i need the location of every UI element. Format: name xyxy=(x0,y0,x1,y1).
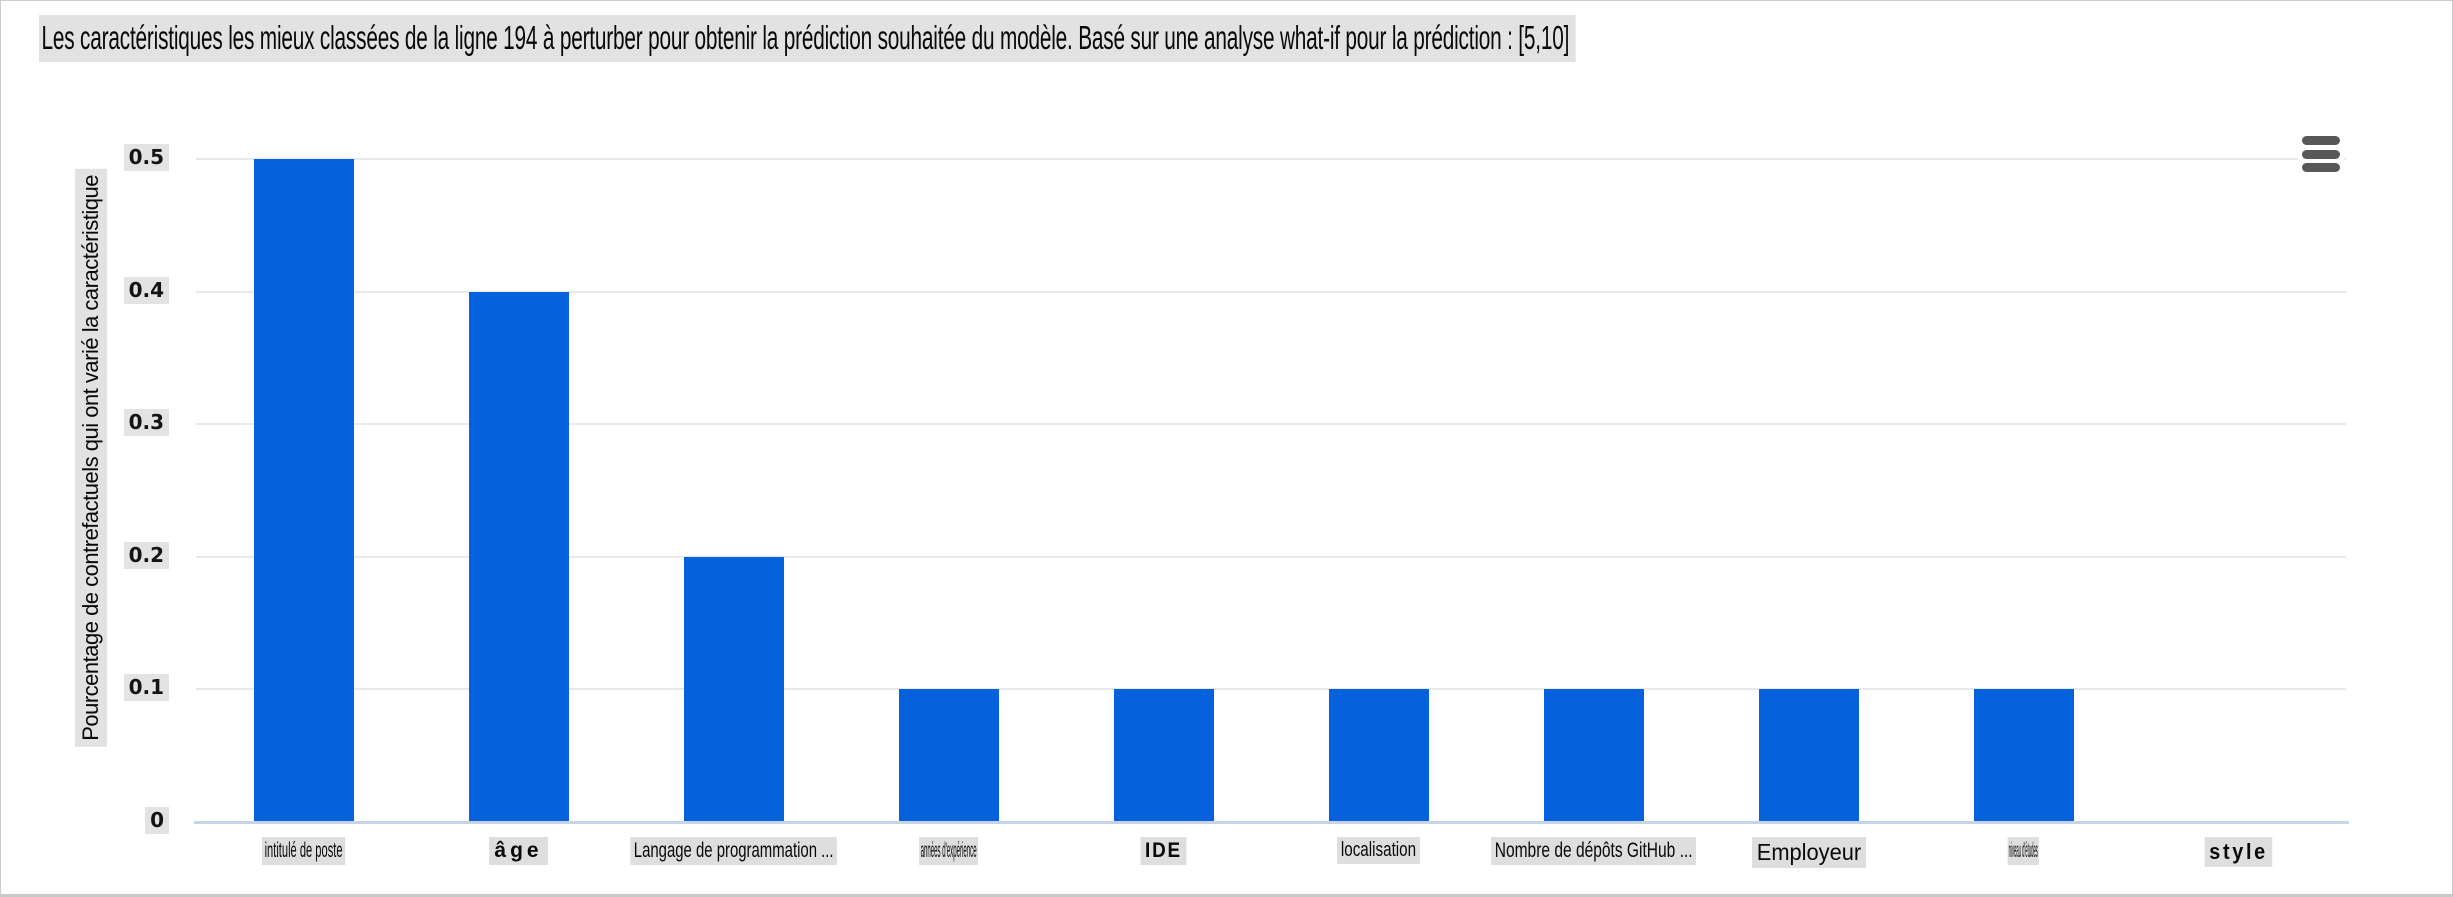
y-tick-value: 0.5 xyxy=(123,144,169,171)
x-tick-label: âge xyxy=(359,837,679,865)
x-axis-line xyxy=(194,821,2349,824)
bar-4[interactable] xyxy=(1113,689,1214,821)
x-tick-value: Employeur xyxy=(1751,837,1866,868)
x-tick-value: localisation xyxy=(1337,837,1420,864)
gridline xyxy=(196,290,2346,293)
x-tick-label: localisation xyxy=(1219,837,1539,864)
bar-3[interactable] xyxy=(898,689,999,821)
x-tick-value: intitulé de poste xyxy=(261,837,346,865)
x-tick-label: IDE xyxy=(1004,837,1324,865)
chart-title: Les caractéristiques les mieux classées … xyxy=(39,15,1576,63)
y-tick-label: 0.5 xyxy=(59,144,169,171)
x-tick-value: âge xyxy=(489,837,548,865)
menu-icon[interactable] xyxy=(2298,133,2344,175)
y-tick-value: 0.1 xyxy=(123,674,169,702)
y-tick-value: 0.2 xyxy=(123,541,169,569)
bar-6[interactable] xyxy=(1543,689,1644,821)
y-tick-value: 0.4 xyxy=(123,276,169,304)
x-tick-value: années d'expérience xyxy=(919,837,978,865)
x-tick-value: style xyxy=(2204,837,2273,867)
x-tick-label: Employeur xyxy=(1649,837,1969,868)
y-tick-value: 0.3 xyxy=(123,409,169,437)
bar-2[interactable] xyxy=(683,556,784,821)
bar-1[interactable] xyxy=(468,291,569,821)
bar-5[interactable] xyxy=(1328,689,1429,821)
gridline xyxy=(196,555,2346,558)
bar-0[interactable] xyxy=(253,159,354,821)
bar-7[interactable] xyxy=(1758,689,1859,821)
y-tick-value: 0 xyxy=(145,807,169,834)
x-tick-label: années d'expérience xyxy=(789,837,1109,865)
x-tick-label: niveau d'études xyxy=(1864,837,2184,865)
y-tick-label: 0.2 xyxy=(59,541,169,569)
y-tick-label: 0 xyxy=(59,807,169,834)
y-tick-label: 0.4 xyxy=(59,276,169,304)
bar-8[interactable] xyxy=(1973,689,2074,821)
x-tick-label: intitulé de poste xyxy=(144,837,464,865)
x-tick-value: Nombre de dépôts GitHub ... xyxy=(1490,837,1697,865)
gridline xyxy=(196,423,2346,426)
y-tick-label: 0.3 xyxy=(59,409,169,437)
x-tick-label: Langage de programmation ... xyxy=(574,837,894,865)
x-tick-label: Nombre de dépôts GitHub ... xyxy=(1434,837,1754,865)
x-tick-label: style xyxy=(2079,837,2399,867)
y-axis-label: Pourcentage de contrefactuels qui ont va… xyxy=(75,169,107,747)
x-tick-value: IDE xyxy=(1140,837,1187,865)
y-tick-label: 0.1 xyxy=(59,674,169,702)
gridline xyxy=(196,688,2346,691)
x-tick-value: niveau d'études xyxy=(2007,837,2040,865)
gridline xyxy=(196,158,2346,160)
x-tick-value: Langage de programmation ... xyxy=(630,837,837,865)
